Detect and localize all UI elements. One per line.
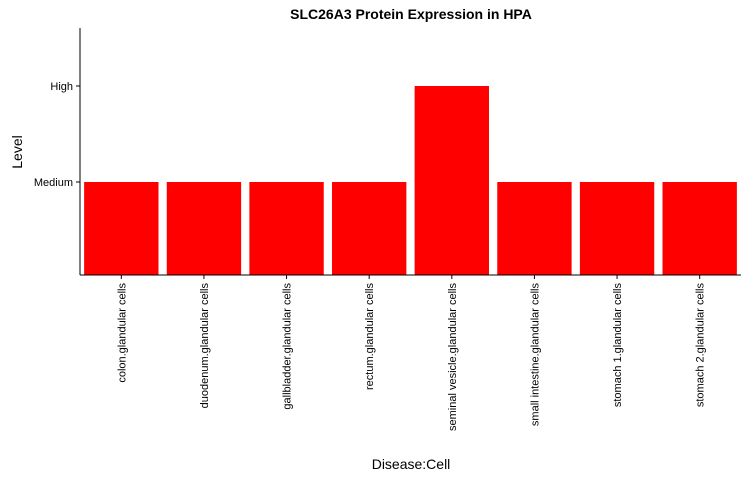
y-axis-title: Level <box>9 135 25 168</box>
x-tick-label: seminal vesicle.glandular cells <box>447 283 459 431</box>
x-tick-label: duodenum.glandular cells <box>199 283 211 409</box>
bar <box>497 182 572 275</box>
y-tick-label: Medium <box>34 177 73 189</box>
plot-area <box>84 86 737 275</box>
bar <box>332 182 407 275</box>
x-axis-title: Disease:Cell <box>372 456 451 472</box>
bar <box>662 182 737 275</box>
x-ticks: colon.glandular cells duodenum.glandular … <box>116 275 707 431</box>
bar <box>579 182 655 275</box>
x-tick-label: small intestine.glandular cells <box>529 283 541 427</box>
bar <box>166 182 242 275</box>
bar <box>414 86 489 275</box>
chart-title: SLC26A3 Protein Expression in HPA <box>290 6 532 22</box>
x-tick-label: colon.glandular cells <box>116 283 128 383</box>
y-tick-label: High <box>50 81 73 93</box>
x-tick-label: stomach 1.glandular cells <box>612 283 624 408</box>
x-tick-label: gallbladder.glandular cells <box>282 283 294 410</box>
bar <box>249 182 324 275</box>
x-tick-label: rectum.glandular cells <box>364 283 376 390</box>
y-ticks: Medium High <box>34 81 80 189</box>
x-tick-label: stomach 2.glandular cells <box>695 283 707 408</box>
bar <box>84 182 159 275</box>
